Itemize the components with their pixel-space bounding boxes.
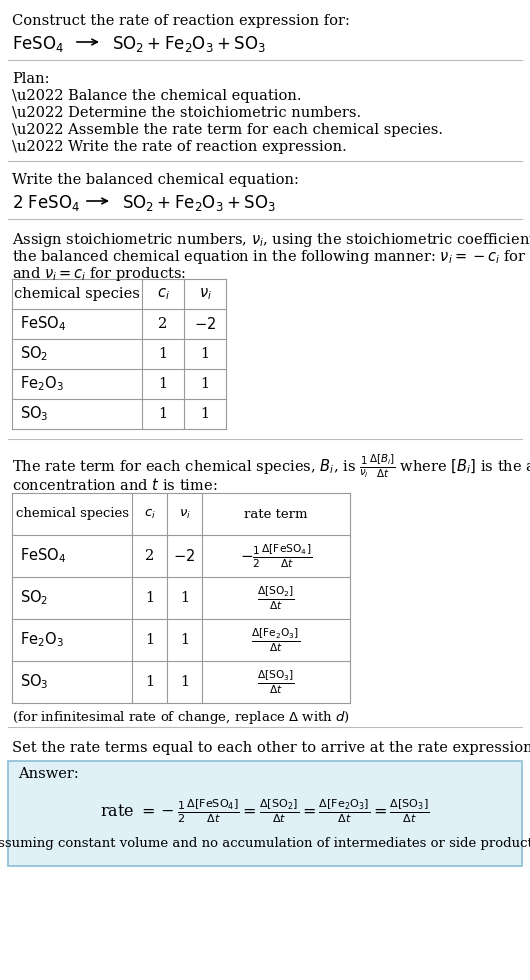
Text: Plan:: Plan:	[12, 72, 49, 86]
Text: $\mathrm{SO_2}$: $\mathrm{SO_2}$	[20, 589, 48, 608]
Text: \u2022 Assemble the rate term for each chemical species.: \u2022 Assemble the rate term for each c…	[12, 123, 443, 137]
Text: concentration and $t$ is time:: concentration and $t$ is time:	[12, 477, 217, 493]
Text: $c_i$: $c_i$	[156, 286, 170, 302]
Text: $\mathrm{SO_2 + Fe_2O_3 + SO_3}$: $\mathrm{SO_2 + Fe_2O_3 + SO_3}$	[112, 34, 266, 54]
Text: The rate term for each chemical species, $B_i$, is $\frac{1}{\nu_i}\frac{\Delta[: The rate term for each chemical species,…	[12, 453, 530, 480]
Text: 1: 1	[180, 633, 189, 647]
Text: 1: 1	[145, 591, 154, 605]
Text: $\nu_i$: $\nu_i$	[179, 508, 190, 520]
Text: rate term: rate term	[244, 508, 308, 520]
Text: $-\frac{1}{2}\frac{\Delta[\mathrm{FeSO_4}]}{\Delta t}$: $-\frac{1}{2}\frac{\Delta[\mathrm{FeSO_4…	[240, 542, 312, 569]
Text: Assign stoichiometric numbers, $\nu_i$, using the stoichiometric coefficients, $: Assign stoichiometric numbers, $\nu_i$, …	[12, 231, 530, 249]
Text: $\nu_i$: $\nu_i$	[199, 286, 211, 302]
Text: 1: 1	[200, 407, 209, 421]
Text: \u2022 Balance the chemical equation.: \u2022 Balance the chemical equation.	[12, 89, 302, 103]
Text: 1: 1	[180, 591, 189, 605]
Text: and $\nu_i = c_i$ for products:: and $\nu_i = c_i$ for products:	[12, 265, 187, 283]
Text: 1: 1	[180, 675, 189, 689]
Text: $\mathrm{FeSO_4}$: $\mathrm{FeSO_4}$	[12, 34, 64, 54]
Text: $\mathrm{SO_3}$: $\mathrm{SO_3}$	[20, 405, 49, 423]
Text: 1: 1	[145, 675, 154, 689]
Text: 1: 1	[158, 407, 167, 421]
Text: 1: 1	[145, 633, 154, 647]
Text: \u2022 Write the rate of reaction expression.: \u2022 Write the rate of reaction expres…	[12, 140, 347, 154]
Text: $\mathrm{Fe_2O_3}$: $\mathrm{Fe_2O_3}$	[20, 631, 64, 650]
Text: chemical species: chemical species	[14, 287, 140, 301]
Text: $\mathrm{SO_2 + Fe_2O_3 + SO_3}$: $\mathrm{SO_2 + Fe_2O_3 + SO_3}$	[122, 193, 276, 213]
Text: $\mathrm{2\ FeSO_4}$: $\mathrm{2\ FeSO_4}$	[12, 193, 80, 213]
Text: $\frac{\Delta[\mathrm{Fe_2O_3}]}{\Delta t}$: $\frac{\Delta[\mathrm{Fe_2O_3}]}{\Delta …	[251, 626, 301, 654]
Text: $c_i$: $c_i$	[144, 508, 155, 520]
Text: Set the rate terms equal to each other to arrive at the rate expression:: Set the rate terms equal to each other t…	[12, 741, 530, 755]
Text: $\frac{\Delta[\mathrm{SO_3}]}{\Delta t}$: $\frac{\Delta[\mathrm{SO_3}]}{\Delta t}$	[257, 668, 295, 696]
Text: $-2$: $-2$	[173, 548, 196, 564]
Text: $\mathrm{SO_3}$: $\mathrm{SO_3}$	[20, 672, 49, 691]
Text: 1: 1	[200, 347, 209, 361]
Text: Answer:: Answer:	[18, 767, 79, 781]
Text: Write the balanced chemical equation:: Write the balanced chemical equation:	[12, 173, 299, 187]
Text: \u2022 Determine the stoichiometric numbers.: \u2022 Determine the stoichiometric numb…	[12, 106, 361, 120]
Text: the balanced chemical equation in the following manner: $\nu_i = -c_i$ for react: the balanced chemical equation in the fo…	[12, 248, 530, 266]
Text: rate $= -\frac{1}{2}\frac{\Delta[\mathrm{FeSO_4}]}{\Delta t} = \frac{\Delta[\mat: rate $= -\frac{1}{2}\frac{\Delta[\mathrm…	[100, 797, 430, 825]
Text: Construct the rate of reaction expression for:: Construct the rate of reaction expressio…	[12, 14, 350, 28]
FancyBboxPatch shape	[8, 761, 522, 866]
Text: 2: 2	[145, 549, 154, 563]
Text: 1: 1	[158, 347, 167, 361]
Text: (for infinitesimal rate of change, replace $\Delta$ with $d$): (for infinitesimal rate of change, repla…	[12, 709, 350, 726]
Text: $\frac{\Delta[\mathrm{SO_2}]}{\Delta t}$: $\frac{\Delta[\mathrm{SO_2}]}{\Delta t}$	[257, 584, 295, 612]
Text: $\mathrm{Fe_2O_3}$: $\mathrm{Fe_2O_3}$	[20, 374, 64, 393]
Text: chemical species: chemical species	[15, 508, 128, 520]
Text: $\mathrm{FeSO_4}$: $\mathrm{FeSO_4}$	[20, 315, 66, 333]
Text: 1: 1	[158, 377, 167, 391]
Text: 2: 2	[158, 317, 167, 331]
Text: 1: 1	[200, 377, 209, 391]
Text: $\mathrm{FeSO_4}$: $\mathrm{FeSO_4}$	[20, 547, 66, 565]
Text: $\mathrm{SO_2}$: $\mathrm{SO_2}$	[20, 345, 48, 364]
Text: $-2$: $-2$	[194, 316, 216, 332]
Text: (assuming constant volume and no accumulation of intermediates or side products): (assuming constant volume and no accumul…	[0, 837, 530, 850]
